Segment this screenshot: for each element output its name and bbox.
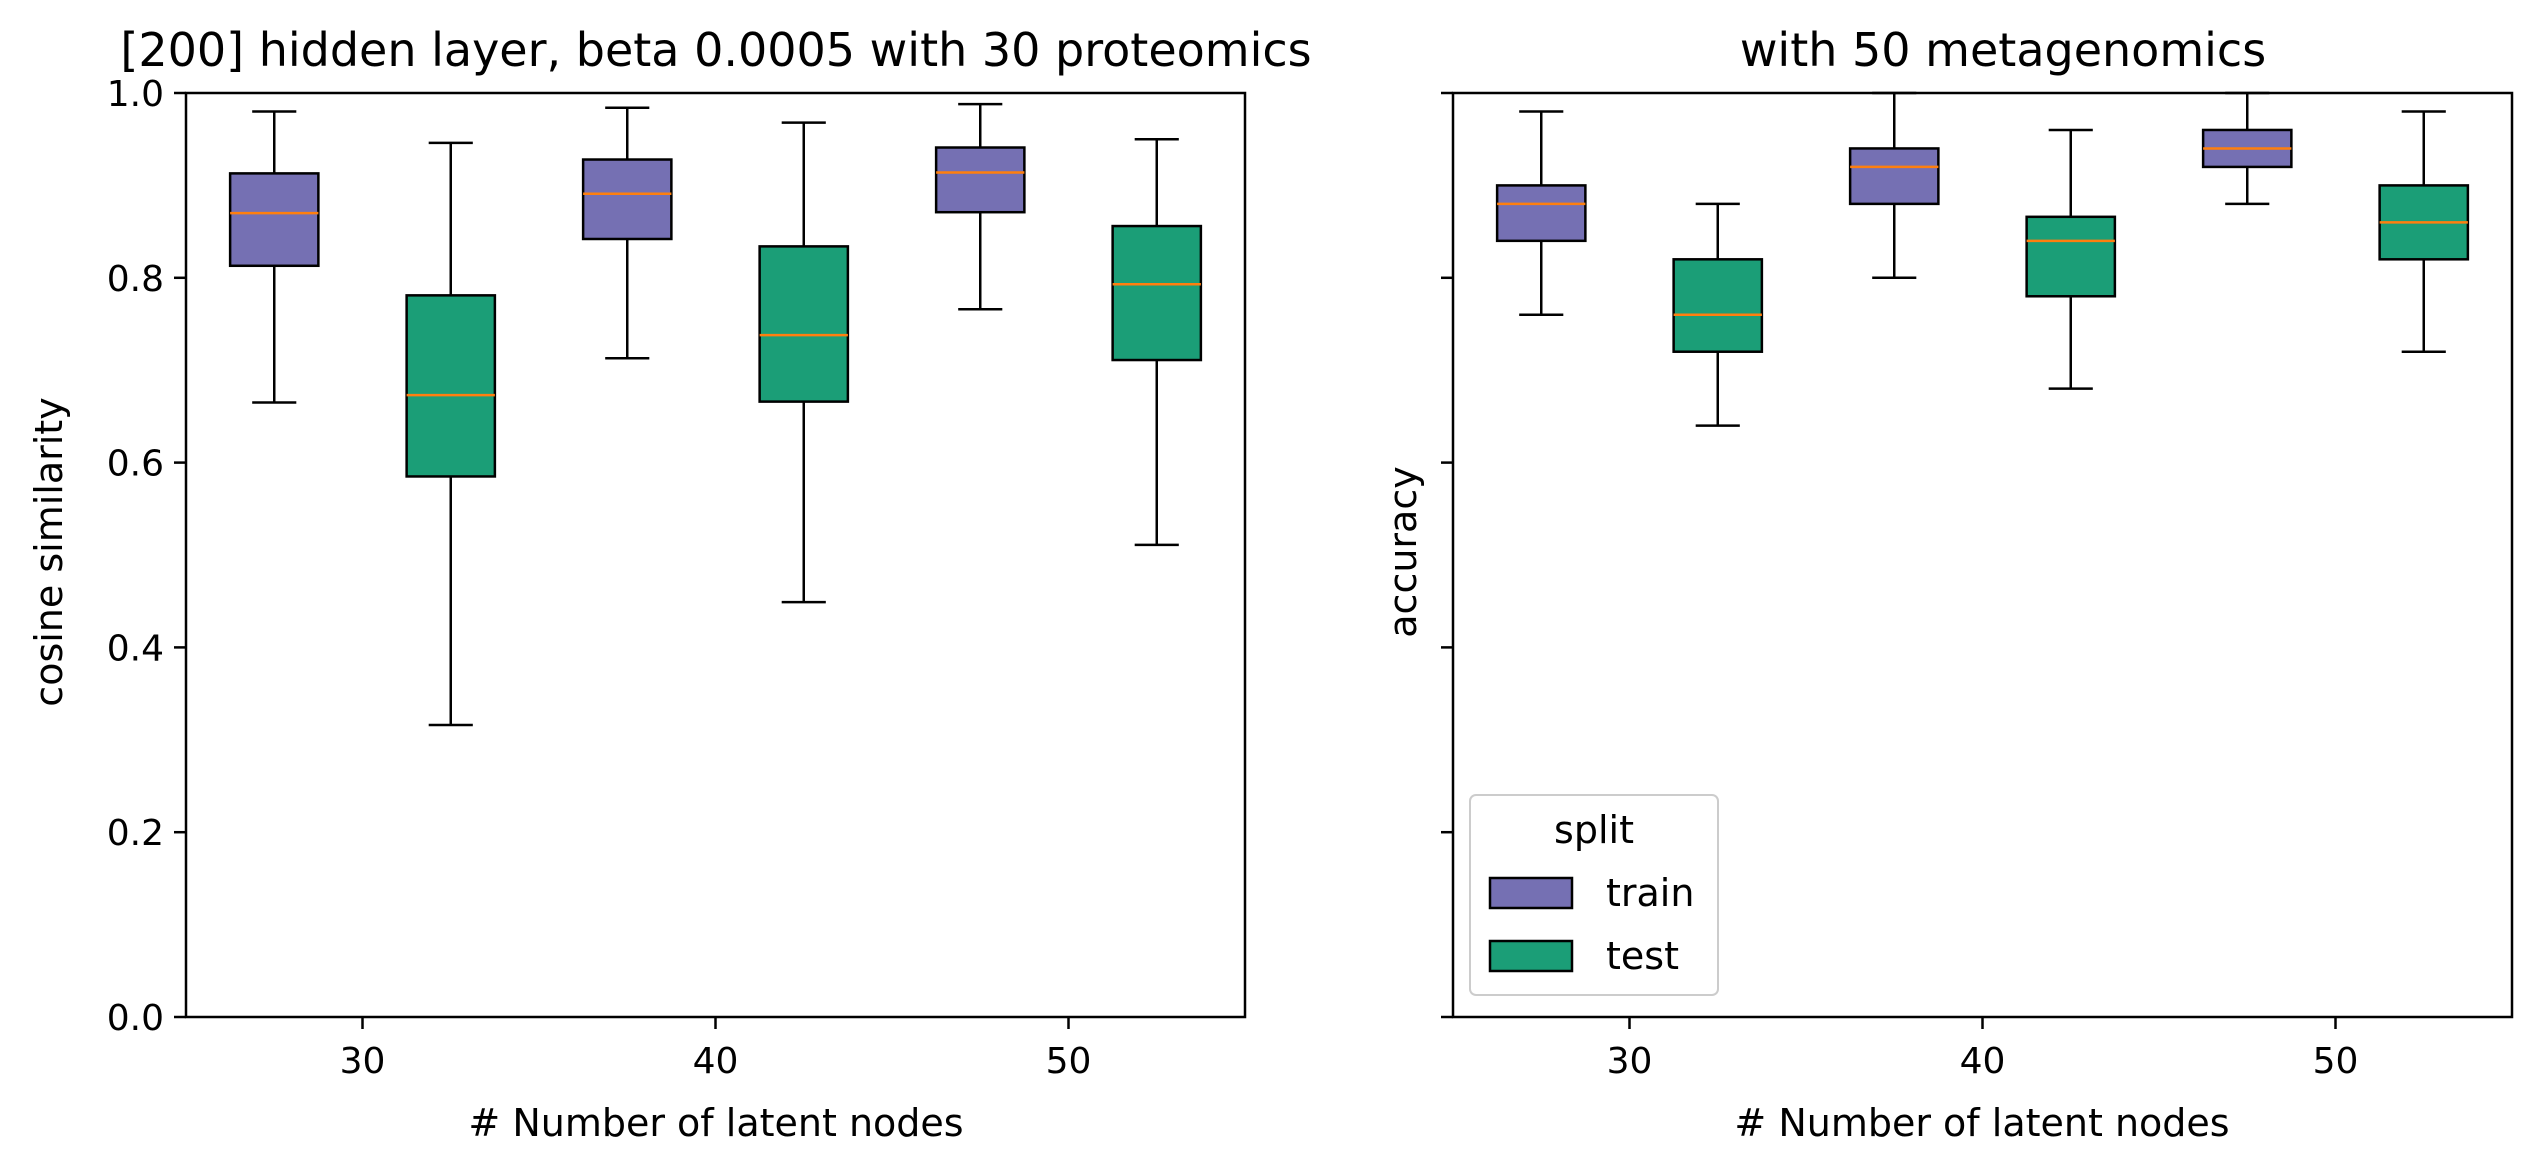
right-chart-box-test bbox=[1672, 202, 1764, 427]
box-body bbox=[228, 172, 320, 268]
left-chart-xtick-label: 50 bbox=[1046, 1041, 1092, 1082]
left-chart-ylabel: cosine similarity bbox=[27, 397, 71, 706]
box-body bbox=[1672, 258, 1764, 353]
left-chart-box-test bbox=[405, 141, 497, 727]
left-chart-box-test bbox=[1111, 137, 1203, 547]
right-chart-ticks bbox=[1441, 91, 2337, 1029]
left-chart-box-train bbox=[581, 106, 673, 360]
legend-label-test: test bbox=[1606, 934, 1679, 978]
left-chart-xtick-label: 40 bbox=[693, 1041, 739, 1082]
right-chart-boxes bbox=[1495, 91, 2470, 427]
left-chart-ytick-label: 0.4 bbox=[107, 628, 164, 669]
left-chart-box-test bbox=[758, 121, 850, 604]
right-chart-xtick-label: 40 bbox=[1960, 1041, 2006, 1082]
legend-label-train: train bbox=[1606, 871, 1694, 915]
right-chart-ylabel: accuracy bbox=[1381, 466, 1425, 637]
left-chart-title: [200] hidden layer, beta 0.0005 with 30 … bbox=[120, 23, 1311, 77]
left-chart-ytick-label: 1.0 bbox=[107, 74, 164, 115]
right-chart-xlabel: # Number of latent nodes bbox=[1734, 1101, 2229, 1145]
box-body bbox=[405, 294, 497, 478]
left-chart-panel: [200] hidden layer, beta 0.0005 with 30 … bbox=[27, 23, 1312, 1145]
left-chart-xtick-labels: 30 40 50 bbox=[340, 1041, 1092, 1082]
left-chart-xlabel: # Number of latent nodes bbox=[468, 1101, 963, 1145]
box-body bbox=[758, 245, 850, 403]
box-body bbox=[2025, 215, 2117, 298]
left-chart-box-train bbox=[228, 110, 320, 404]
left-chart-ytick-label: 0.8 bbox=[107, 259, 164, 300]
right-chart-frame bbox=[1451, 91, 2514, 1019]
left-chart-frame bbox=[184, 91, 1247, 1019]
box-body bbox=[1111, 224, 1203, 362]
right-chart-box-train bbox=[1495, 110, 1587, 317]
box-body bbox=[1848, 147, 1940, 206]
legend-swatch-test bbox=[1488, 939, 1574, 973]
right-chart-xtick-label: 50 bbox=[2313, 1041, 2359, 1082]
right-chart-xtick-label: 30 bbox=[1607, 1041, 1653, 1082]
left-chart-xtick-label: 30 bbox=[340, 1041, 386, 1082]
left-chart-ytick-label: 0.2 bbox=[107, 813, 164, 854]
right-chart-panel: with 50 metagenomics accuracy # Number o… bbox=[1381, 23, 2514, 1145]
left-chart-ticks bbox=[174, 91, 1070, 1029]
left-chart-ytick-labels: 0.0 0.2 0.4 0.6 0.8 1.0 bbox=[107, 74, 164, 1039]
box-body bbox=[1495, 184, 1587, 243]
right-chart-xtick-labels: 30 40 50 bbox=[1607, 1041, 2359, 1082]
right-chart-box-test bbox=[2025, 128, 2117, 390]
left-chart-ytick-label: 0.6 bbox=[107, 444, 164, 485]
right-chart-title: with 50 metagenomics bbox=[1740, 23, 2266, 77]
legend-title: split bbox=[1554, 808, 1634, 852]
right-chart-box-train bbox=[1848, 91, 1940, 280]
box-body bbox=[934, 146, 1026, 214]
legend-swatch-train bbox=[1488, 876, 1574, 910]
right-chart-box-train bbox=[2201, 91, 2293, 206]
box-body bbox=[581, 158, 673, 241]
left-chart-boxes bbox=[228, 102, 1203, 727]
right-chart-box-test bbox=[2378, 110, 2470, 353]
legend: split train test bbox=[1469, 794, 1719, 996]
left-chart-box-train bbox=[934, 102, 1026, 311]
left-chart-ytick-label: 0.0 bbox=[107, 998, 164, 1039]
